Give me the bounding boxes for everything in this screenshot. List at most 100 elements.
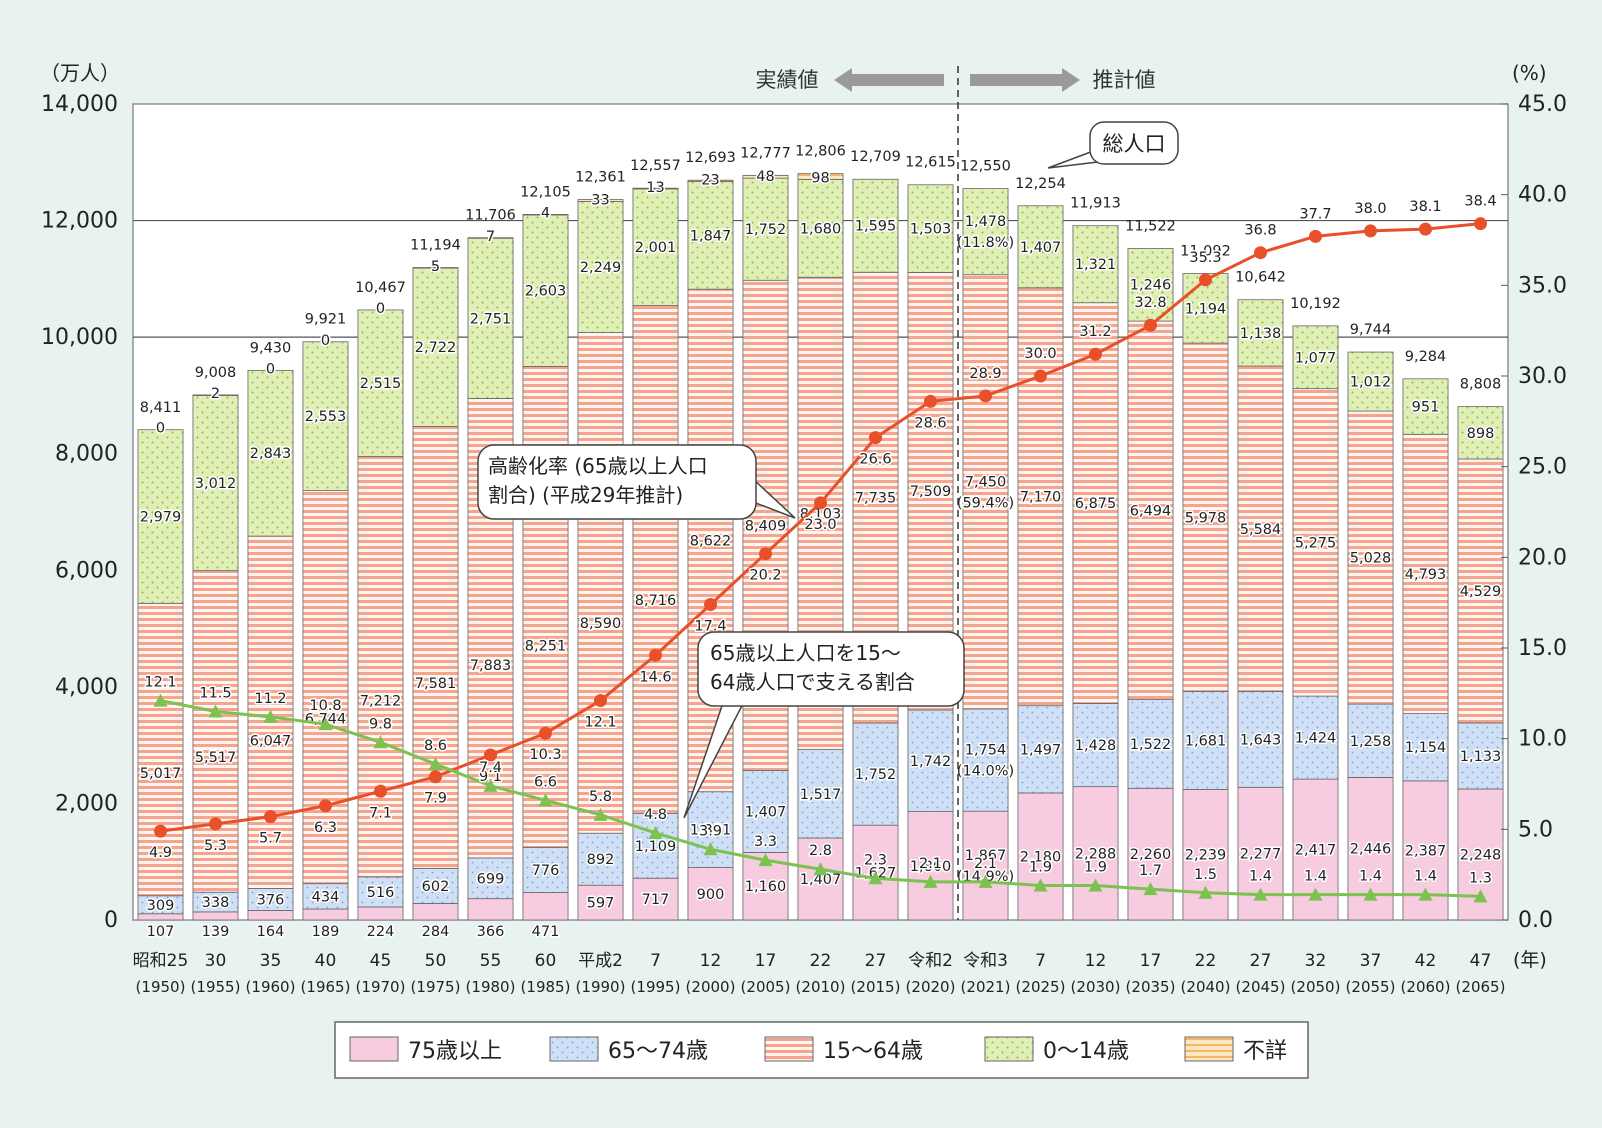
- aging-rate-label: 5.3: [204, 838, 227, 854]
- support-ratio-point: [263, 709, 278, 723]
- label-75plus: 2,180: [1020, 849, 1062, 865]
- aging-rate-label: 20.2: [749, 568, 781, 584]
- x-tick-label: 12: [700, 951, 722, 971]
- aging-rate-point: [1089, 347, 1102, 361]
- label-65-74: 1,681: [1185, 734, 1227, 750]
- total-label: 10,467: [355, 280, 406, 296]
- x-tick-label: 昭和25: [133, 951, 189, 971]
- total-label: 9,284: [1405, 349, 1447, 365]
- x-year-label: (2040): [1181, 978, 1231, 996]
- support-ratio-point: [483, 778, 498, 792]
- aging-rate-label: 6.3: [314, 820, 337, 836]
- label-15-64: 6,875: [1075, 496, 1117, 512]
- aging-rate-point: [594, 694, 607, 708]
- support-ratio-point: [648, 825, 663, 839]
- bar-segment: [687, 181, 734, 290]
- total-label: 12,615: [905, 155, 956, 171]
- bar-segment: [1347, 410, 1394, 705]
- bar-segment: [577, 832, 624, 886]
- aging-rate-point: [319, 799, 332, 813]
- aging-rate-point: [814, 496, 827, 510]
- x-tick-label: 17: [1140, 951, 1162, 971]
- label-unknown: 0: [266, 361, 275, 377]
- bar-segment: [302, 490, 349, 885]
- label-0-14: 1,246: [1130, 278, 1172, 294]
- callout-total-box: [1089, 121, 1179, 165]
- support-ratio-label: 2.8: [809, 843, 832, 859]
- bar-segment: [1237, 365, 1284, 692]
- label-15-64: 5,028: [1350, 551, 1392, 567]
- support-ratio-point: [1033, 878, 1048, 892]
- x-year-label: (1990): [576, 978, 626, 996]
- bar-segment: [962, 188, 1009, 276]
- support-ratio-point: [208, 704, 223, 718]
- bar-segment: [137, 602, 184, 897]
- aging-rate-point: [924, 394, 937, 408]
- x-year-label: (1960): [246, 978, 296, 996]
- callout-support-text: 65歳以上人口を15〜: [710, 641, 901, 665]
- label-0-14: 1,680: [800, 221, 842, 237]
- support-ratio-label: 1.4: [1414, 869, 1437, 885]
- label-0-14: 1,407: [1020, 240, 1062, 256]
- aging-rate-label: 28.9: [969, 366, 1001, 382]
- support-ratio-label: 9.8: [369, 716, 392, 732]
- label-75plus: 1,860: [910, 859, 952, 875]
- label-15-64: (59.4%): [957, 495, 1014, 511]
- x-tick-label: 22: [810, 951, 832, 971]
- bar-segment: [192, 394, 239, 396]
- support-ratio-label: 1.4: [1249, 869, 1272, 885]
- bar-segment: [632, 188, 679, 306]
- aging-rate-label: 4.9: [149, 845, 172, 861]
- legend-swatch: [549, 1036, 599, 1062]
- legend-label: 75歳以上: [408, 1039, 502, 1064]
- support-ratio-point: [428, 757, 443, 771]
- aging-rate-point: [979, 389, 992, 403]
- x-tick-label: 60: [535, 951, 557, 971]
- label-unknown: 7: [486, 229, 495, 245]
- x-year-label: (1985): [521, 978, 571, 996]
- label-75plus: 2,288: [1075, 846, 1117, 862]
- support-ratio-point: [1088, 878, 1103, 892]
- label-75plus: 2,417: [1295, 843, 1337, 859]
- callout-support-pointer: [683, 693, 749, 819]
- y-tick-label: 10,000: [41, 325, 118, 350]
- label-0-14: 898: [1467, 426, 1495, 442]
- aging-rate-point: [1474, 217, 1487, 231]
- label-0-14: 2,553: [305, 409, 347, 425]
- y2-tick-label: 30.0: [1518, 364, 1567, 389]
- label-15-64: 5,978: [1185, 510, 1227, 526]
- bar-segment: [742, 769, 789, 853]
- support-ratio-label: 5.8: [589, 789, 612, 805]
- support-ratio-point: [318, 717, 333, 731]
- label-15-64: 4,793: [1405, 567, 1447, 583]
- total-label: 12,557: [630, 158, 681, 174]
- bar-segment: [1457, 722, 1504, 790]
- support-ratio-point: [868, 871, 883, 885]
- total-label: 12,777: [740, 145, 791, 161]
- total-label: 11,913: [1070, 196, 1121, 212]
- aging-rate-point: [1199, 273, 1212, 287]
- bar-segment: [962, 708, 1009, 812]
- legend-swatch: [1184, 1036, 1234, 1062]
- bar-segment: [1237, 691, 1284, 788]
- label-15-64: 6,047: [250, 733, 292, 749]
- arrow-right: [970, 68, 1080, 92]
- bar-segment: [1457, 458, 1504, 724]
- total-label: 8,808: [1460, 377, 1502, 393]
- label-65-74: 1,258: [1350, 734, 1392, 750]
- support-ratio-label: 1.3: [1469, 870, 1492, 886]
- bar-segment: [412, 903, 459, 921]
- support-ratio-point: [1143, 882, 1158, 896]
- label-unknown: 0: [376, 301, 385, 317]
- support-ratio-point: [373, 735, 388, 749]
- bar-segment: [1017, 205, 1064, 289]
- label-15-64: 7,450: [965, 474, 1007, 490]
- label-0-14: 1,138: [1240, 326, 1282, 342]
- x-tick-label: 22: [1195, 951, 1217, 971]
- support-ratio-point: [1363, 887, 1378, 901]
- support-ratio-label: 11.2: [254, 691, 286, 707]
- aging-rate-label: 12.1: [584, 715, 616, 731]
- label-0-14: 1,847: [690, 228, 732, 244]
- aging-rate-label: 7.1: [369, 805, 392, 821]
